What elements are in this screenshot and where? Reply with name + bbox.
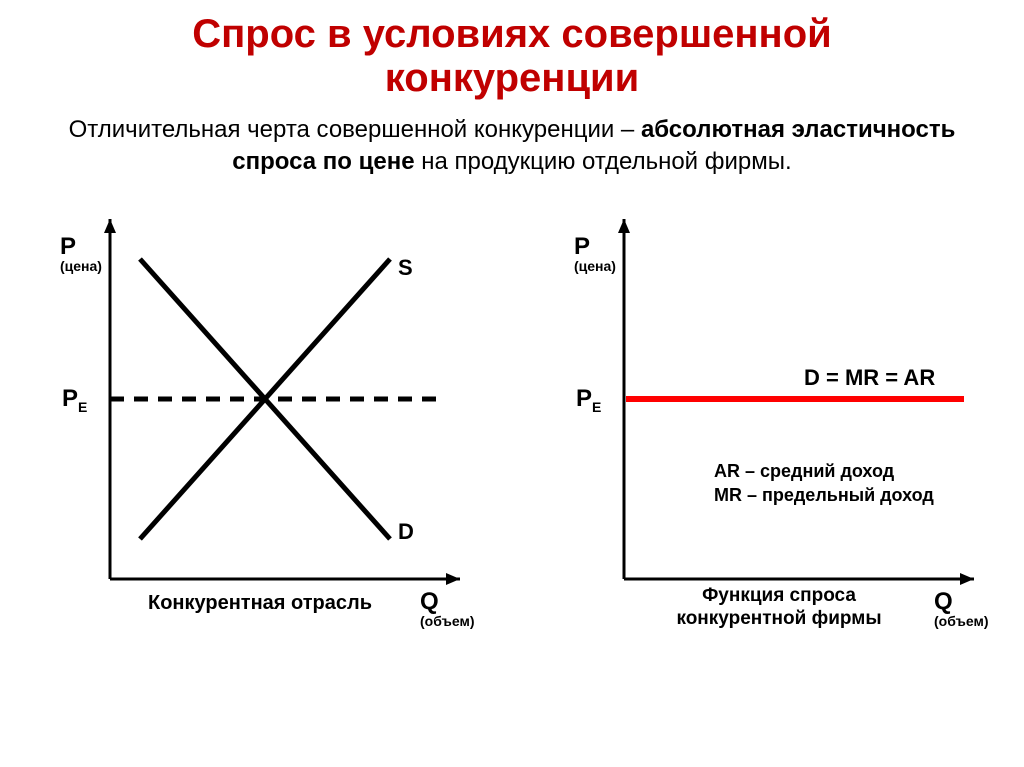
legend-mr: MR – предельный доход — [714, 485, 934, 505]
slide-subtitle: Отличительная черта совершенной конкурен… — [0, 100, 1024, 179]
q-sub-r: (объем) — [934, 614, 989, 629]
p-letter: P — [60, 233, 76, 260]
pe-label-left: PE — [62, 385, 87, 415]
subtitle-post: на продукцию отдельной фирмы. — [415, 148, 792, 175]
firm-cap-line1: Функция спроса — [702, 585, 856, 606]
charts-container: P (цена) PE S D Q (объем) Конкурентная о… — [0, 179, 1024, 639]
pe-sub: E — [78, 399, 87, 415]
pe-label-right: PE — [576, 385, 601, 415]
axis-label-q-left: Q (объем) — [420, 589, 475, 629]
legend: AR – средний доход MR – предельный доход — [714, 459, 934, 508]
chart-firm: P (цена) PE D = MR = AR AR – средний дох… — [544, 199, 994, 639]
demand-equation-label: D = MR = AR — [804, 365, 935, 391]
chart-firm-caption: Функция спроса конкурентной фирмы — [654, 585, 904, 631]
p-letter-r: P — [574, 233, 590, 260]
axis-label-p-left: P (цена) — [60, 234, 102, 274]
firm-cap-line2: конкурентной фирмы — [676, 608, 881, 629]
pe-letter: P — [62, 385, 78, 412]
slide-title: Спрос в условиях совершенной конкуренции — [0, 0, 1024, 100]
pe-letter-r: P — [576, 385, 592, 412]
axis-label-q-right: Q (объем) — [934, 589, 989, 629]
title-line2: конкуренции — [385, 56, 639, 100]
demand-label-left: D — [398, 519, 414, 545]
q-sub: (объем) — [420, 614, 475, 629]
subtitle-pre: Отличительная черта совершенной конкурен… — [69, 116, 641, 143]
title-line1: Спрос в условиях совершенной — [192, 12, 832, 56]
q-letter-r: Q — [934, 588, 953, 615]
axis-label-p-right: P (цена) — [574, 234, 616, 274]
chart-market: P (цена) PE S D Q (объем) Конкурентная о… — [30, 199, 480, 639]
legend-ar: AR – средний доход — [714, 461, 894, 481]
q-letter: Q — [420, 588, 439, 615]
pe-sub-r: E — [592, 399, 601, 415]
p-sub-r: (цена) — [574, 259, 616, 274]
supply-label: S — [398, 255, 413, 281]
chart-market-caption: Конкурентная отрасль — [130, 591, 390, 615]
p-sub: (цена) — [60, 259, 102, 274]
